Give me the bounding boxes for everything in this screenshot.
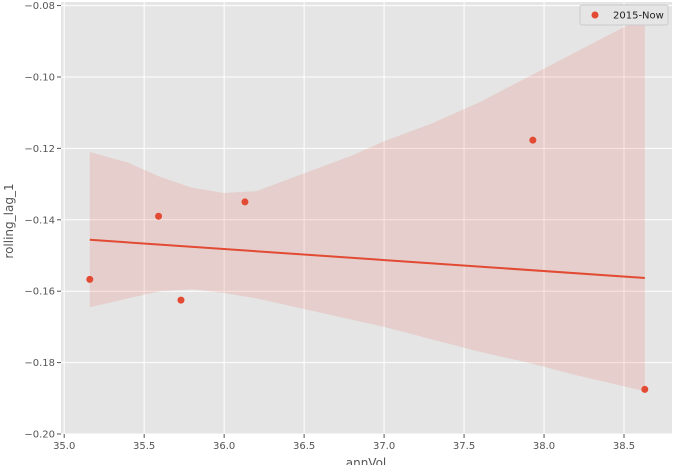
data-point (529, 136, 537, 144)
y-tick-label: −0.10 (24, 72, 55, 83)
data-point (641, 385, 649, 393)
legend-marker (591, 11, 599, 19)
plot-background (61, 2, 672, 434)
x-axis-ticks: 35.0 35.5 36.0 36.5 37.0 37.5 38.0 38.5 (53, 434, 635, 452)
x-axis-label: annVol (346, 456, 387, 465)
y-tick-label: −0.08 (24, 1, 55, 12)
data-point (177, 296, 185, 304)
confidence-band-layer (89, 16, 645, 392)
scatter-points (86, 136, 649, 393)
regression-line (89, 238, 645, 279)
x-tick-label: 38.0 (533, 441, 555, 452)
y-tick-label: −0.18 (24, 358, 55, 369)
x-tick-label: 35.0 (53, 441, 75, 452)
y-tick-label: −0.20 (24, 430, 55, 441)
x-tick-label: 37.5 (453, 441, 475, 452)
x-tick-label: 36.0 (213, 441, 235, 452)
confidence-band (89, 16, 645, 392)
y-tick-label: −0.12 (24, 144, 55, 155)
y-tick-label: −0.16 (24, 287, 55, 298)
data-point (155, 212, 163, 220)
data-point (241, 198, 249, 206)
regression-line-layer (89, 238, 645, 279)
legend-label: 2015-Now (613, 11, 664, 22)
legend-box (579, 4, 669, 26)
legend: 2015-Now (579, 4, 669, 26)
x-tick-label: 37.0 (373, 441, 395, 452)
grid (61, 2, 672, 435)
y-axis-label: rolling_lag_1 (2, 183, 16, 258)
x-tick-label: 38.5 (613, 441, 635, 452)
y-tick-label: −0.14 (24, 215, 55, 226)
y-axis-ticks: −0.20 −0.18 −0.16 −0.14 −0.12 −0.10 −0.08 (24, 1, 61, 441)
x-tick-label: 36.5 (293, 441, 315, 452)
x-tick-label: 35.5 (133, 441, 155, 452)
data-point (86, 275, 94, 283)
